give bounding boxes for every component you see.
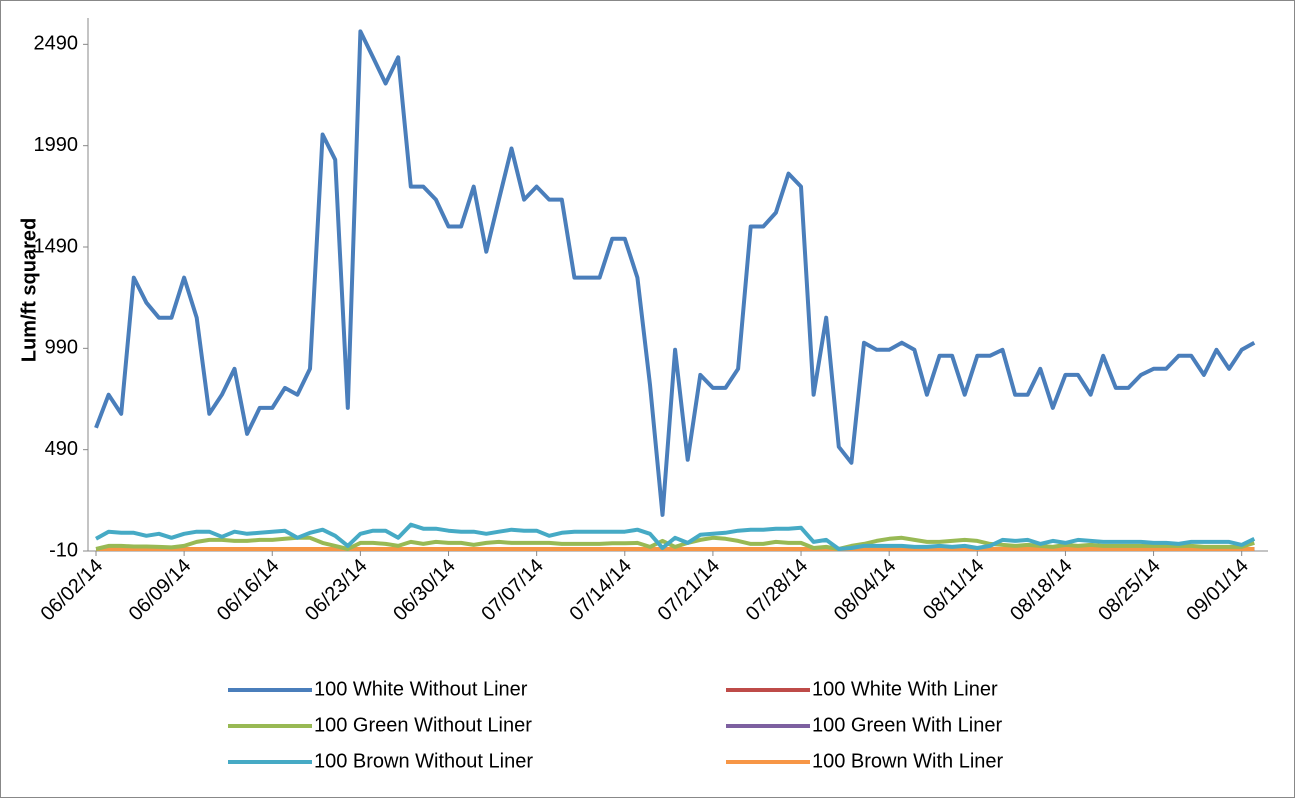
y-tick-label: 990 — [45, 337, 78, 359]
y-tick-label: 490 — [45, 438, 78, 460]
y-tick-label: 1990 — [34, 134, 79, 156]
series-line — [95, 535, 1255, 551]
legend-label: 100 Green With Liner — [812, 714, 1002, 736]
legend-label: 100 White With Liner — [812, 678, 998, 700]
legend-label: 100 Brown Without Liner — [314, 750, 533, 772]
series-line — [94, 29, 1256, 517]
legend-label: 100 Green Without Liner — [314, 714, 532, 736]
series-line — [95, 522, 1256, 551]
legend-label: 100 Brown With Liner — [812, 750, 1004, 772]
y-tick-label: -10 — [49, 539, 78, 561]
y-axis-title: Lum/ft squared — [18, 218, 40, 362]
y-tick-label: 2490 — [34, 33, 79, 55]
y-tick-label: 1490 — [34, 235, 79, 257]
legend-label: 100 White Without Liner — [314, 678, 528, 700]
